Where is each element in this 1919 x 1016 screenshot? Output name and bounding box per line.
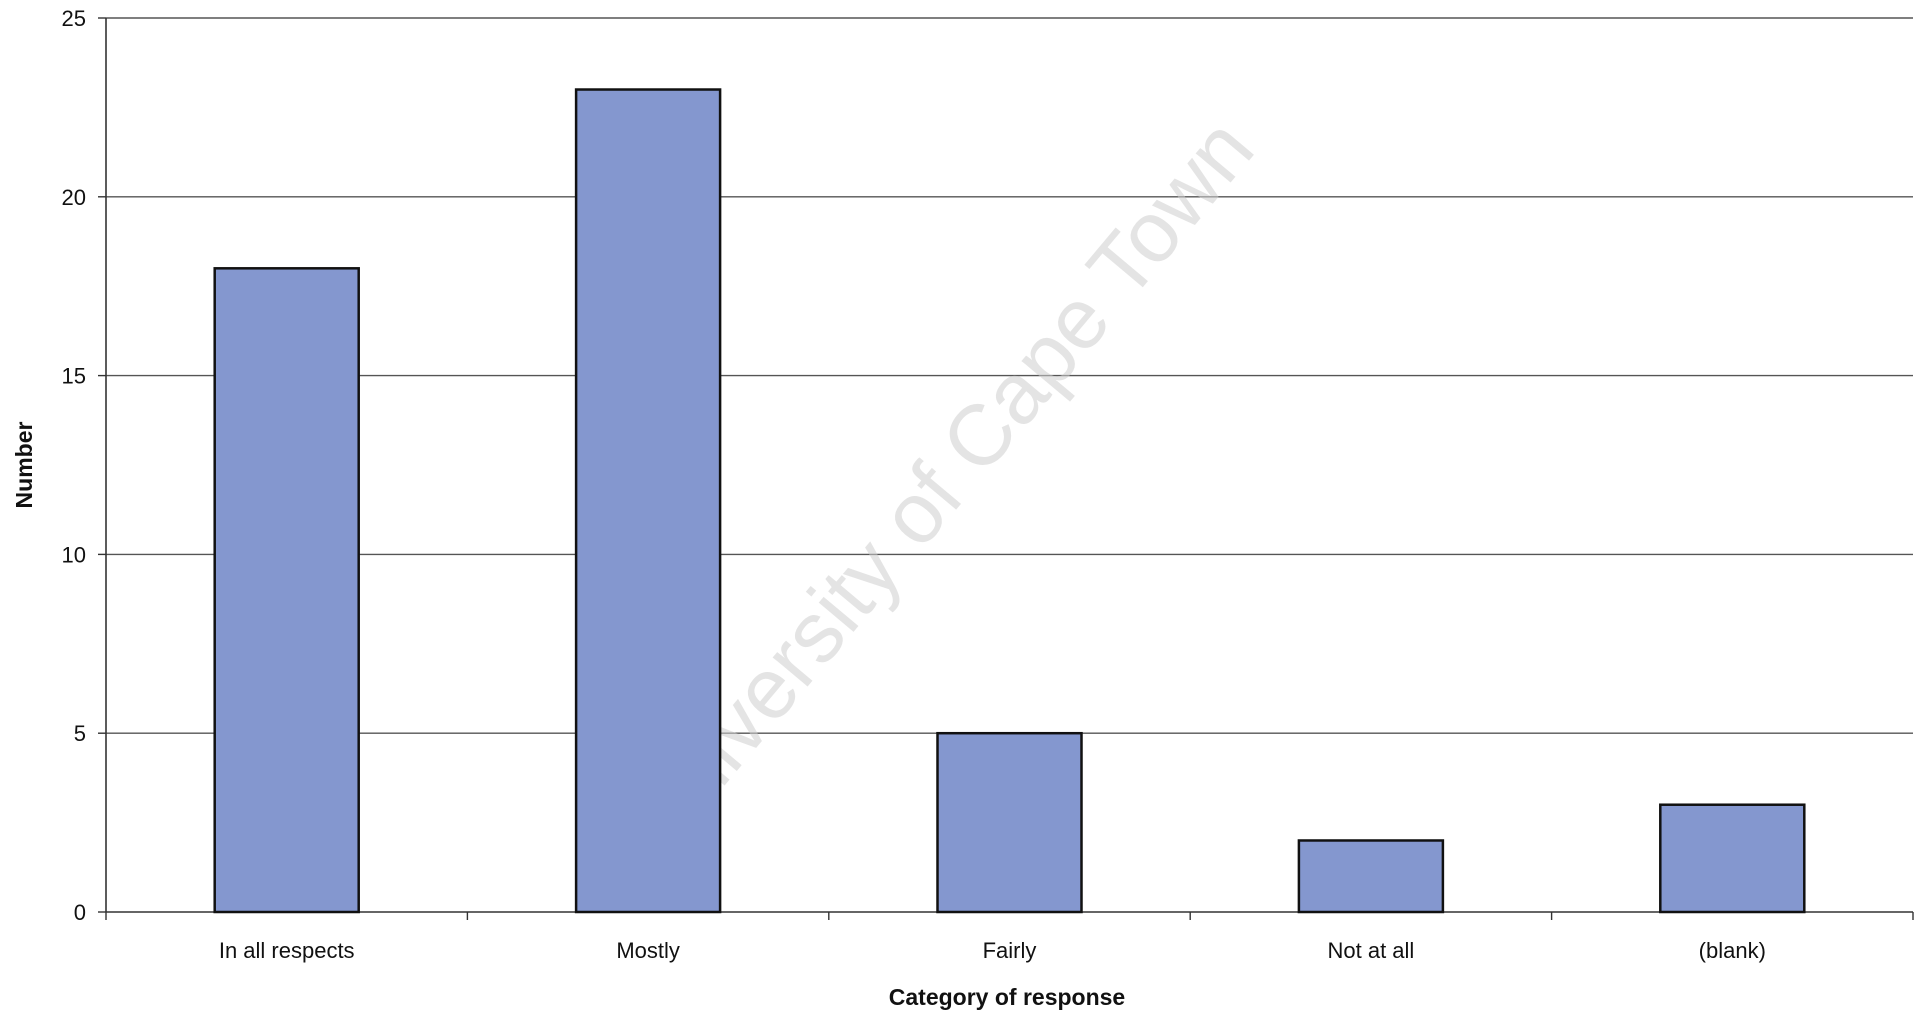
y-tick-label: 15 <box>62 364 86 389</box>
bars <box>213 88 1806 914</box>
y-tick-label: 0 <box>74 900 86 925</box>
bar <box>213 267 360 914</box>
tick-labels: 0 5 10 15 20 25 In all respects Mostly Fairly Not… <box>62 6 1766 963</box>
x-tick-label: In all respects <box>219 938 355 963</box>
y-tick-label: 10 <box>62 542 86 567</box>
gridlines <box>106 17 1913 734</box>
x-tick-label: (blank) <box>1699 938 1766 963</box>
bar <box>936 731 1083 914</box>
y-tick-label: 25 <box>62 6 86 31</box>
bar <box>1659 803 1806 914</box>
bar <box>574 88 722 914</box>
y-tick-label: 20 <box>62 185 86 210</box>
bar <box>1297 839 1445 914</box>
x-axis-title: Category of response <box>889 984 1125 1010</box>
x-tick-label: Fairly <box>983 938 1037 963</box>
y-tick-label: 5 <box>74 721 86 746</box>
y-axis-title: Number <box>11 422 37 509</box>
x-tick-label: Not at all <box>1327 938 1414 963</box>
x-tick-label: Mostly <box>616 938 680 963</box>
